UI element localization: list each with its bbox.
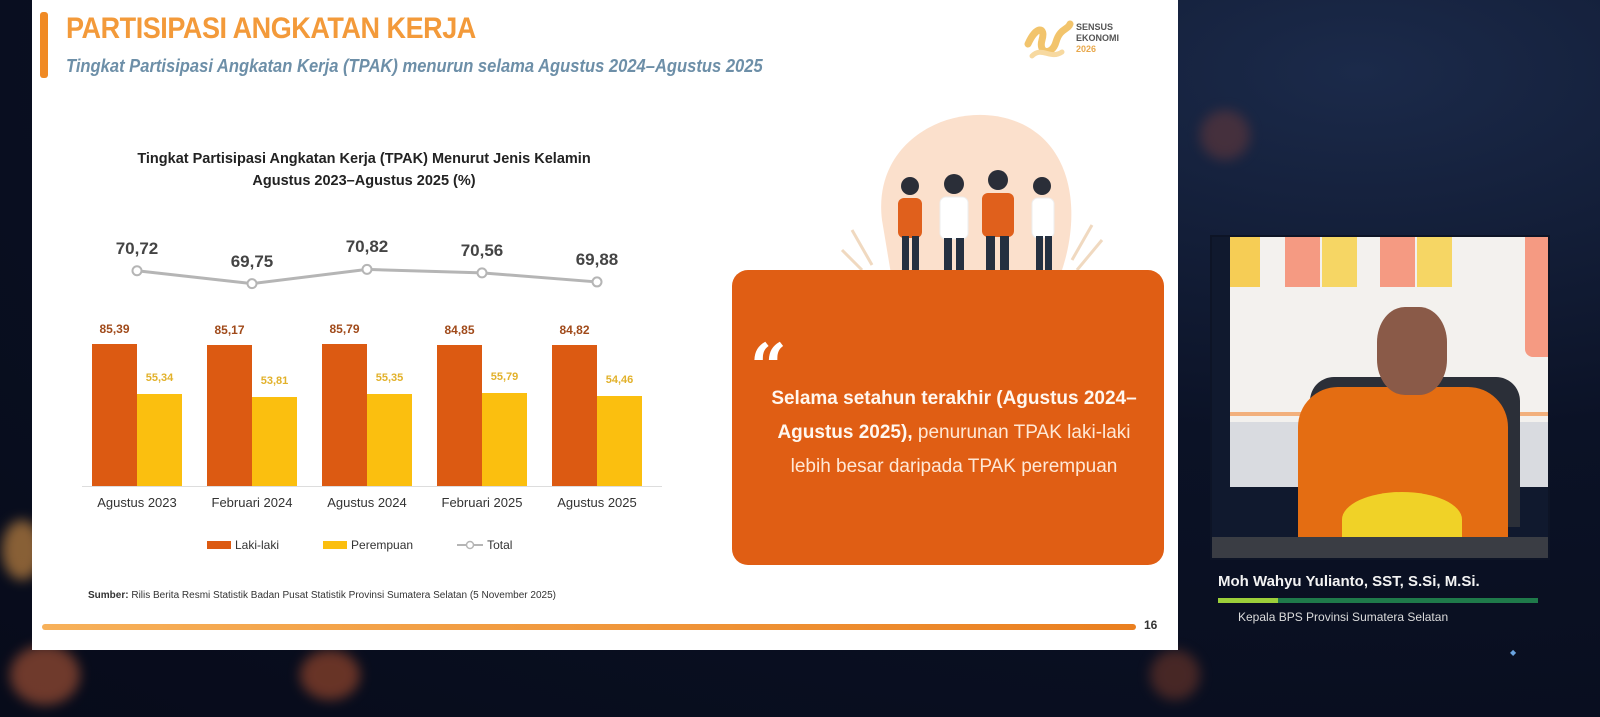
quote-mark-icon: “ (750, 330, 787, 405)
bottom-rule (42, 624, 1136, 630)
logo-line1: SENSUS (1076, 22, 1114, 32)
bar-female (597, 395, 642, 486)
category-label: Agustus 2024 (327, 495, 407, 510)
bps-logo-icon: ◆ (1510, 648, 1517, 657)
logo-text: SENSUS EKONOMI 2026 (1076, 22, 1119, 55)
category-label: Agustus 2025 (557, 495, 637, 510)
line-label-total: 70,82 (345, 237, 389, 257)
background-bokeh (10, 645, 80, 705)
bar-male (552, 345, 597, 486)
line-label-total: 70,72 (115, 238, 159, 258)
sensus-logo-icon (1024, 20, 1074, 59)
bar-label-male: 85,79 (329, 321, 360, 336)
legend-line-marker-icon (457, 540, 484, 550)
x-axis-line (82, 486, 662, 487)
chart-legend: Laki-laki Perempuan Total (207, 538, 512, 552)
source-note: Sumber: Rilis Berita Resmi Statistik Bad… (88, 590, 556, 601)
bar-female (137, 394, 182, 486)
chart-title-line2: Agustus 2023–Agustus 2025 (%) (252, 173, 476, 189)
source-text: Rilis Berita Resmi Statistik Badan Pusat… (131, 590, 556, 601)
line-point-marker (476, 267, 488, 279)
bar-label-female: 53,81 (260, 374, 289, 387)
line-point-marker (246, 278, 258, 290)
plant-right-icon (1070, 224, 1104, 271)
page-number: 16 (1144, 618, 1158, 632)
presentation-slide: PARTISIPASI ANGKATAN KERJA Tingkat Parti… (32, 0, 1178, 650)
legend-item-male: Laki-laki (207, 538, 279, 552)
sensus-ekonomi-logo: SENSUS EKONOMI 2026 (1022, 16, 1162, 72)
bar-female (482, 393, 527, 486)
line-point-marker (361, 263, 373, 275)
legend-item-total: Total (457, 538, 512, 552)
source-label: Sumber: (88, 590, 129, 601)
bar-female (367, 394, 412, 486)
category-label: Agustus 2023 (97, 495, 177, 510)
title-accent-bar (40, 12, 48, 78)
line-label-total: 69,88 (575, 249, 619, 269)
legend-label: Total (487, 538, 513, 552)
line-point-marker (591, 276, 603, 288)
bar-label-male: 85,17 (214, 322, 245, 337)
plant-left-icon (840, 229, 874, 272)
bar-label-male: 85,39 (99, 322, 130, 337)
logo-year: 2026 (1076, 44, 1097, 54)
chart-title: Tingkat Partisipasi Angkatan Kerja (TPAK… (68, 148, 660, 192)
logo-line2: EKONOMI (1076, 33, 1120, 43)
background-bokeh (300, 650, 360, 700)
people-illustration (840, 114, 1104, 320)
background-bokeh (1150, 650, 1200, 700)
total-line (131, 263, 603, 290)
bar-male (92, 344, 137, 486)
legend-label: Laki-laki (235, 538, 280, 552)
line-point-marker (131, 265, 143, 277)
quote-normal-text: penurunan TPAK laki-laki lebih besar dar… (790, 422, 1131, 477)
category-label: Februari 2024 (211, 495, 293, 510)
presenter-head (1377, 307, 1447, 395)
chart-title-line1: Tingkat Partisipasi Angkatan Kerja (TPAK… (137, 151, 591, 167)
quote-card: “ Selama setahun terakhir (Agustus 2024–… (732, 270, 1164, 565)
bar-label-female: 55,34 (145, 372, 174, 385)
legend-item-female: Perempuan (323, 538, 413, 552)
legend-swatch-female (323, 541, 348, 549)
tpak-chart: 85,39 55,34 Agustus 2023 70,72 85,17 53,81 Feb… (82, 225, 672, 525)
bar-male (207, 344, 252, 486)
slide-title: PARTISIPASI ANGKATAN KERJA (66, 12, 476, 45)
bar-label-female: 54,46 (605, 373, 634, 386)
presenter-video (1210, 235, 1550, 560)
bar-label-female: 55,79 (490, 371, 519, 384)
bar-female (252, 396, 297, 486)
quote-bold-text: Selama setahun terakhir (Agustus 2024–Ag… (771, 388, 1137, 443)
legend-swatch-male (207, 541, 231, 549)
bar-male (437, 345, 482, 486)
slide-subtitle: Tingkat Partisipasi Angkatan Kerja (TPAK… (66, 56, 763, 76)
legend-label: Perempuan (351, 538, 414, 552)
bar-label-male: 84,82 (559, 323, 590, 338)
category-label: Februari 2025 (441, 495, 523, 510)
line-label-total: 70,56 (460, 240, 504, 260)
presenter-role: Kepala BPS Provinsi Sumatera Selatan (1238, 610, 1449, 624)
bar-label-female: 55,35 (375, 372, 404, 385)
desk (1212, 537, 1548, 558)
background-bokeh (1200, 110, 1250, 160)
line-label-total: 69,75 (230, 251, 274, 271)
presenter-name: Moh Wahyu Yulianto, SST, S.Si, M.Si. (1218, 573, 1480, 590)
quote-text: Selama setahun terakhir (Agustus 2024–Ag… (758, 382, 1150, 484)
bar-male (322, 343, 367, 486)
presenter-name-rule (1218, 598, 1538, 603)
bar-label-male: 84,85 (444, 323, 475, 338)
